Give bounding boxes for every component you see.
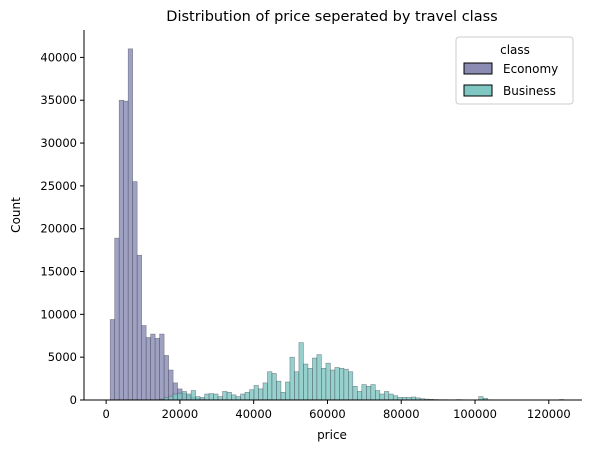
y-tick-label-5: 25000 [40, 179, 77, 193]
bar-economy-9 [150, 333, 156, 401]
bar-economy-3 [123, 100, 129, 401]
bar-business-19 [244, 391, 250, 401]
bar-business-42 [348, 371, 354, 401]
y-tick-label-0: 0 [70, 393, 77, 407]
legend-title: class [500, 43, 530, 57]
bar-business-15 [226, 391, 232, 401]
bar-economy-7 [141, 325, 147, 401]
bar-business-49 [379, 393, 385, 401]
bar-business-47 [370, 384, 376, 401]
bar-business-43 [352, 385, 358, 401]
bar-economy-10 [154, 338, 160, 401]
bar-business-50 [383, 391, 390, 401]
y-tick-label-6: 30000 [40, 136, 77, 150]
legend-label-economy: Economy [503, 62, 558, 76]
bar-business-7 [190, 390, 196, 401]
bar-business-17 [235, 396, 241, 401]
y-tick-label-2: 10000 [40, 307, 77, 321]
bar-business-12 [213, 393, 219, 401]
bar-economy-5 [132, 181, 138, 401]
bar-business-5 [181, 391, 187, 401]
bar-business-44 [357, 391, 363, 401]
bar-business-11 [208, 393, 214, 401]
x-tick-label-5: 100000 [453, 407, 497, 421]
y-tick-label-1: 5000 [48, 350, 77, 364]
legend: class Economy Business [455, 36, 574, 105]
y-tick-label-8: 40000 [40, 50, 77, 64]
bar-economy-8 [145, 337, 151, 401]
bar-business-30 [294, 371, 300, 401]
bar-business-26 [276, 380, 282, 401]
bar-business-51 [388, 393, 394, 401]
legend-label-business: Business [503, 84, 556, 98]
x-tick-label-1: 20000 [162, 407, 199, 421]
x-tick-label-4: 80000 [383, 407, 420, 421]
bar-economy-11 [159, 333, 165, 401]
bar-business-13 [217, 396, 223, 401]
y-tick-label-4: 20000 [40, 222, 77, 236]
bar-business-32 [303, 363, 309, 401]
bar-economy-0 [109, 319, 115, 401]
bar-business-34 [312, 357, 318, 401]
legend-swatch-economy [463, 62, 493, 75]
y-tick-label-7: 35000 [40, 93, 77, 107]
y-tick-label-3: 15000 [40, 265, 77, 279]
y-axis-label: Count [9, 197, 23, 233]
bar-economy-2 [118, 99, 124, 401]
bar-economy-6 [136, 254, 142, 401]
bar-business-8 [195, 396, 201, 401]
x-tick-label-0: 0 [102, 407, 109, 421]
bar-business-4 [177, 392, 183, 401]
bar-business-24 [267, 371, 273, 401]
bar-business-27 [280, 391, 286, 401]
bar-business-31 [298, 342, 304, 401]
bar-business-52 [392, 395, 399, 401]
bar-business-38 [330, 369, 336, 401]
x-tick-label-3: 60000 [309, 407, 346, 421]
bar-business-29 [289, 356, 295, 401]
bar-business-35 [316, 354, 322, 401]
bar-business-40 [339, 368, 345, 401]
bar-business-41 [343, 368, 349, 401]
bar-business-25 [271, 373, 277, 401]
x-tick-label-6: 120000 [527, 407, 571, 421]
bar-business-16 [231, 394, 237, 401]
bar-business-2 [168, 395, 174, 401]
bar-business-37 [325, 362, 331, 401]
histogram-bars [109, 48, 565, 401]
bar-economy-12 [163, 355, 169, 401]
x-axis-ticks: 0 20000 40000 60000 80000 100000 120000 [102, 400, 571, 421]
bar-business-36 [321, 368, 327, 401]
legend-swatch-business [463, 84, 493, 97]
bar-business-3 [172, 393, 178, 401]
y-axis-ticks: 0 5000 10000 15000 20000 25000 30000 35000 40000 [40, 50, 84, 407]
bar-business-23 [262, 382, 268, 401]
bar-business-6 [186, 393, 192, 401]
bar-economy-4 [127, 48, 133, 401]
x-tick-label-2: 40000 [235, 407, 272, 421]
bar-economy-13 [168, 369, 174, 401]
bar-business-46 [366, 385, 372, 401]
bar-business-18 [240, 393, 246, 401]
chart-title: Distribution of price seperated by trave… [166, 9, 497, 25]
bar-business-28 [285, 381, 291, 401]
bar-business-20 [249, 389, 255, 401]
bar-business-45 [361, 384, 367, 401]
bar-business-33 [307, 368, 313, 401]
bar-business-21 [253, 385, 259, 401]
x-axis-label: price [317, 428, 347, 442]
bar-business-71 [478, 396, 484, 401]
bar-business-22 [258, 388, 264, 401]
bar-economy-1 [114, 237, 120, 401]
bar-business-10 [204, 393, 210, 401]
bar-business-48 [374, 390, 381, 401]
bar-business-14 [222, 391, 228, 401]
bar-business-39 [334, 367, 340, 401]
